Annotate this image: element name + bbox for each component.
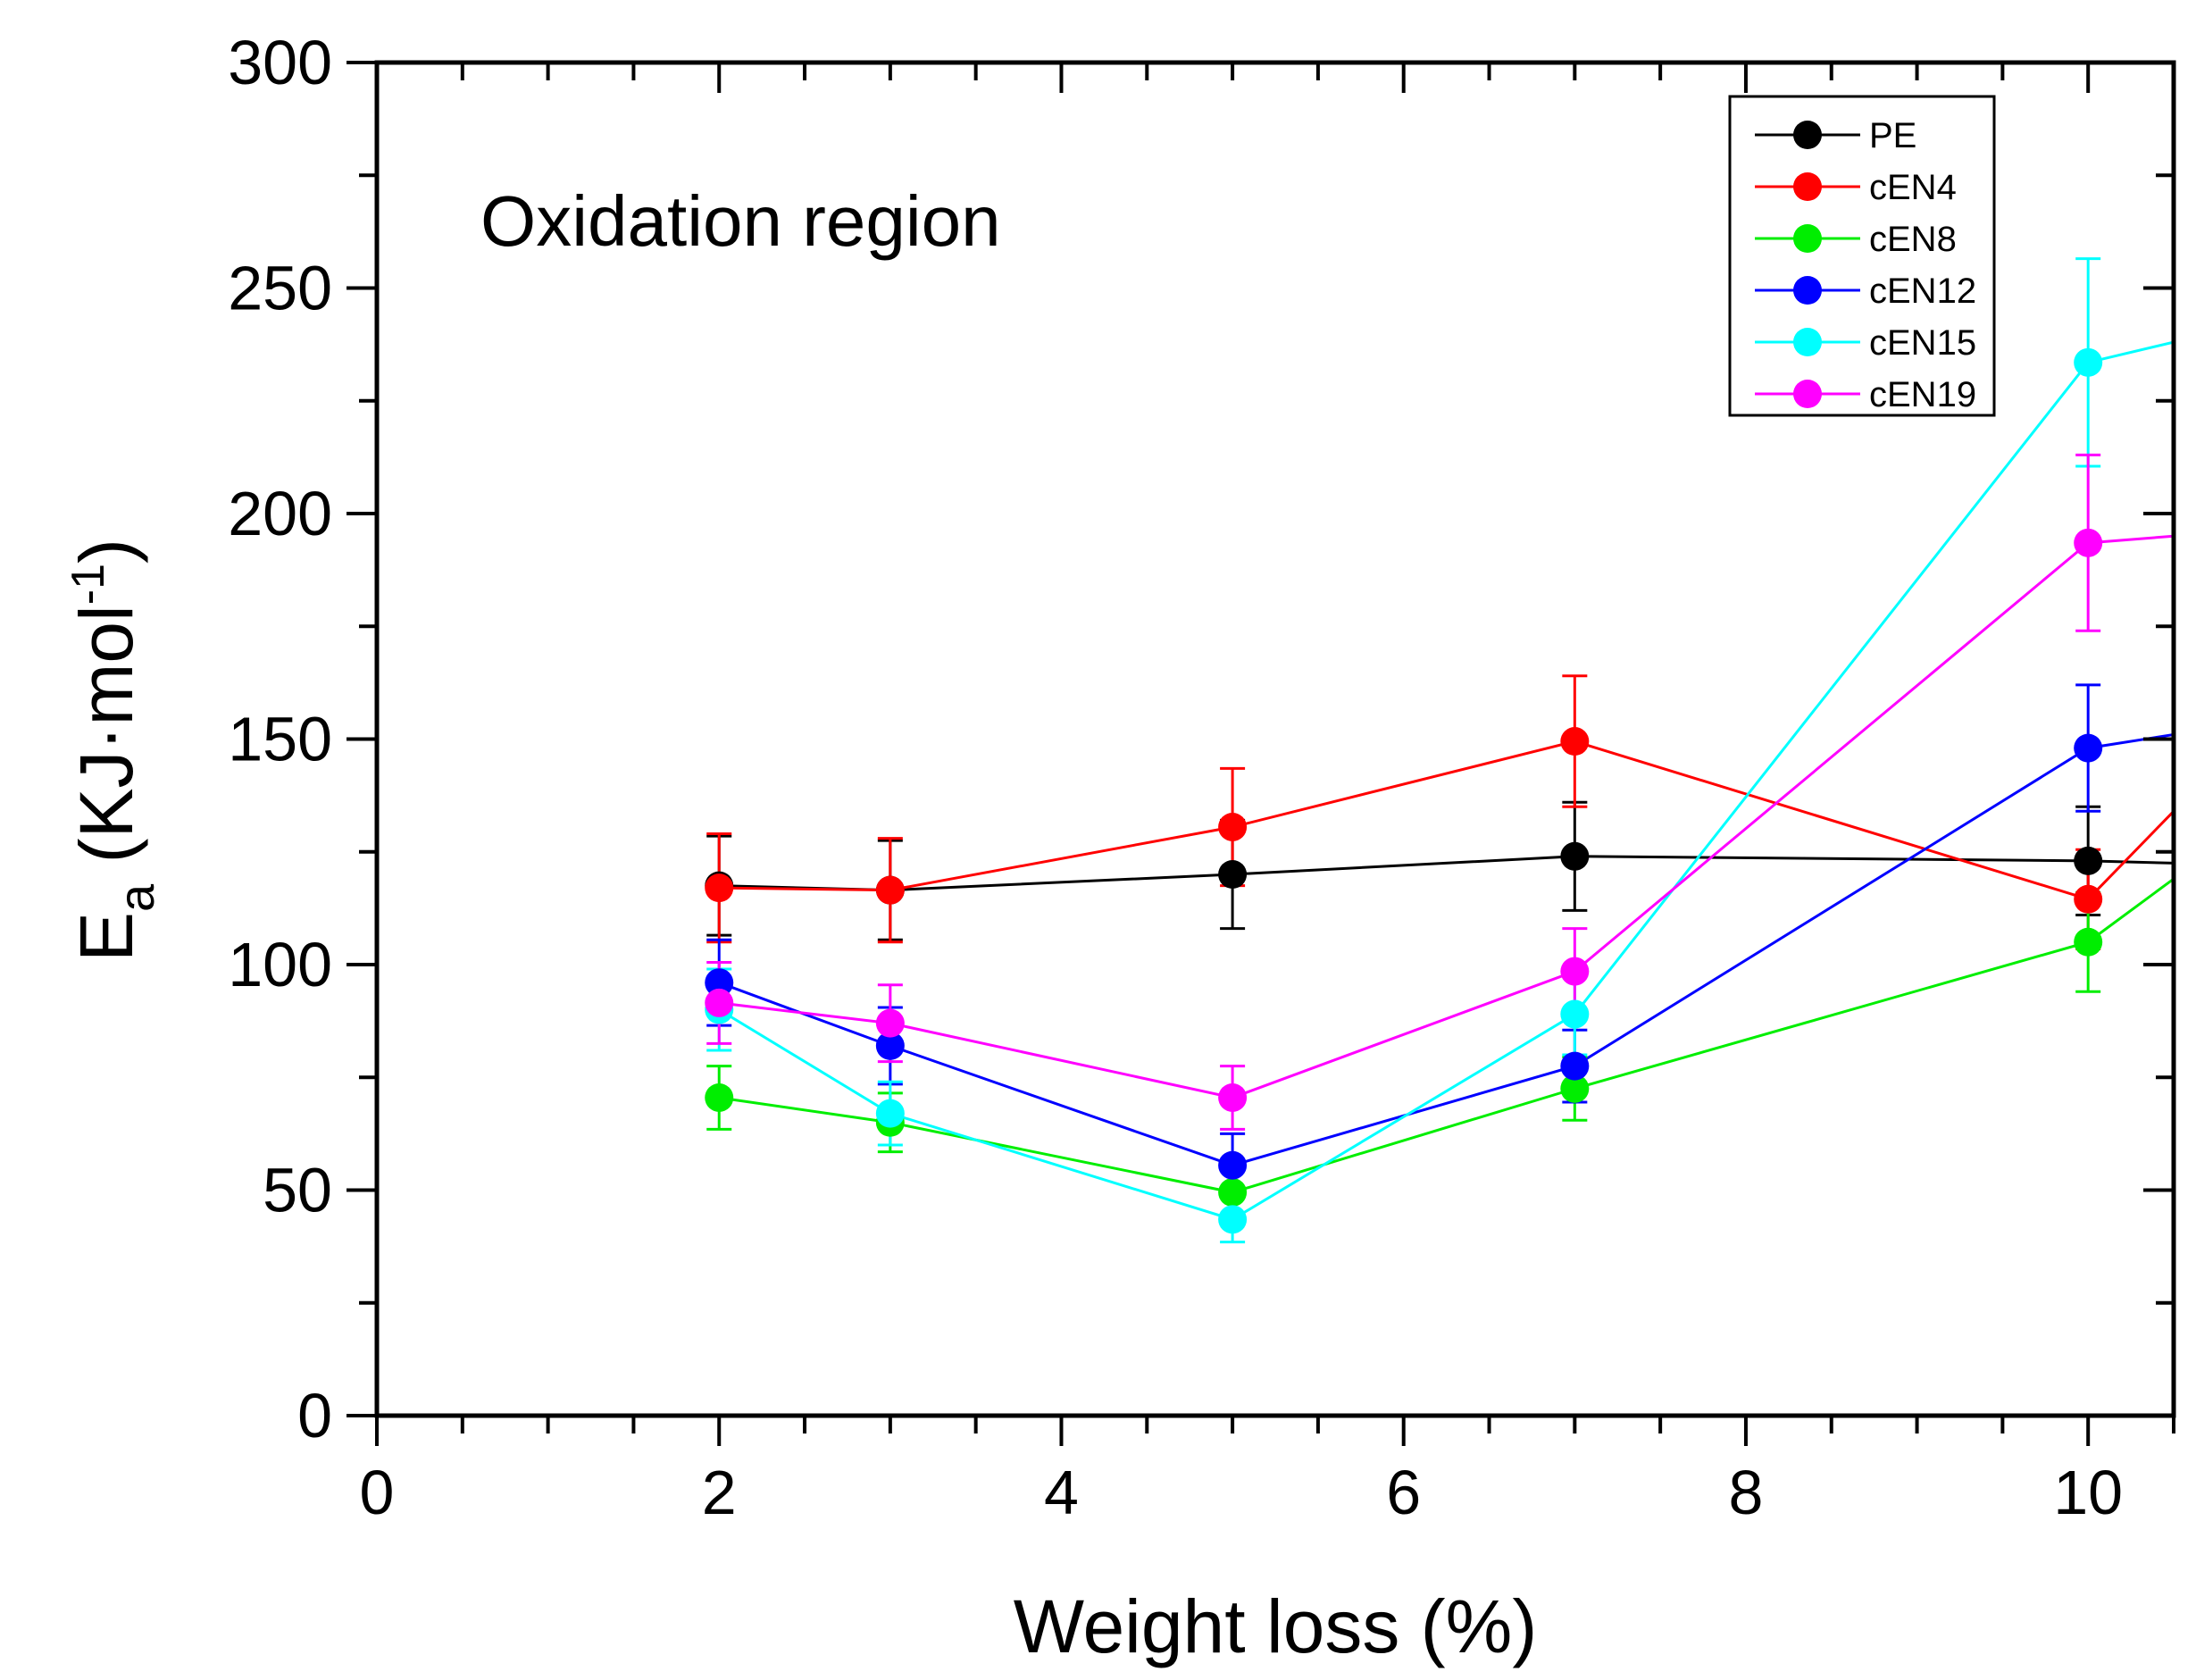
- y-axis-main: E: [64, 912, 148, 962]
- legend-marker-cEN4: [1793, 172, 1822, 201]
- legend-label-cEN19: cEN19: [1869, 375, 1976, 414]
- legend-marker-PE: [1793, 121, 1822, 149]
- data-point-cEN4: [875, 875, 905, 905]
- series-line-cEN15: [718, 340, 2174, 1221]
- y-axis-close: ): [64, 539, 148, 564]
- data-point-cEN4: [1560, 727, 1590, 756]
- legend-marker-cEN19: [1793, 380, 1822, 408]
- series-line-PE: [719, 855, 2174, 892]
- x-tick-label: 6: [1386, 1458, 1421, 1527]
- legend-label-cEN12: cEN12: [1869, 272, 1976, 311]
- data-point-cEN12: [1218, 1150, 1248, 1180]
- data-point-cEN12: [875, 1031, 905, 1060]
- data-point-cEN8: [1560, 1074, 1590, 1103]
- legend-label-PE: PE: [1869, 116, 1916, 155]
- series-line-cEN12: [718, 732, 2174, 1167]
- axis-ticks: [347, 61, 2175, 1446]
- x-tick-label: 10: [2053, 1458, 2123, 1527]
- y-axis-unit: (KJ·mol: [64, 605, 148, 884]
- data-point-cEN19: [875, 1008, 905, 1038]
- data-point-cEN15: [1560, 999, 1590, 1029]
- legend-marker-cEN12: [1793, 276, 1822, 305]
- y-axis-title: Ea (KJ·mol-1): [63, 539, 164, 962]
- plot-markers: [705, 347, 2103, 1234]
- series-line-cEN4: [719, 740, 2174, 901]
- data-point-cEN8: [1218, 1178, 1248, 1208]
- data-point-cEN15: [2074, 347, 2103, 377]
- legend-label-cEN8: cEN8: [1869, 220, 1957, 259]
- y-axis-sub: a: [108, 883, 164, 912]
- x-tick-label: 8: [1728, 1458, 1763, 1527]
- legend: PE cEN4 cEN8 cEN12 cEN15 cEN19: [1728, 95, 1996, 417]
- legend-marker-cEN15: [1793, 328, 1822, 356]
- data-point-cEN12: [705, 968, 734, 998]
- data-point-cEN12: [1560, 1051, 1590, 1081]
- legend-marker-cEN8: [1793, 224, 1822, 253]
- data-point-cEN8: [2074, 927, 2103, 957]
- x-tick-label: 2: [702, 1458, 737, 1527]
- data-point-cEN4: [705, 873, 734, 903]
- data-point-cEN4: [1218, 812, 1248, 841]
- series-line-cEN19: [719, 534, 2174, 1099]
- y-axis-sup: -1: [63, 564, 114, 605]
- data-point-cEN19: [1218, 1082, 1248, 1112]
- legend-label-cEN4: cEN4: [1869, 168, 1957, 207]
- data-point-cEN15: [1218, 1205, 1248, 1234]
- annotation-label: Oxidation region: [480, 181, 1001, 261]
- data-point-cEN15: [875, 1099, 905, 1128]
- y-tick-label: 200: [228, 479, 332, 548]
- plot-lines: [718, 340, 2174, 1221]
- y-tick-label: 150: [228, 705, 332, 774]
- x-tick-label: 0: [360, 1458, 395, 1527]
- legend-box: [1728, 95, 1996, 417]
- data-point-cEN8: [705, 1082, 734, 1112]
- legend-items: PE cEN4 cEN8 cEN12 cEN15 cEN19: [1755, 116, 1976, 414]
- y-tick-label: 250: [228, 254, 332, 323]
- series-line-cEN8: [719, 877, 2174, 1194]
- data-point-cEN19: [705, 988, 734, 1017]
- x-axis-title: Weight loss (%): [1014, 1584, 1538, 1668]
- data-point-cEN19: [1560, 957, 1590, 986]
- legend-label-cEN15: cEN15: [1869, 323, 1976, 363]
- y-tick-label: 300: [228, 28, 332, 97]
- x-tick-label: 4: [1044, 1458, 1079, 1527]
- data-point-PE: [1560, 841, 1590, 871]
- y-tick-label: 0: [297, 1381, 332, 1450]
- data-point-cEN19: [2074, 528, 2103, 557]
- data-point-PE: [2074, 846, 2103, 875]
- data-point-PE: [1218, 860, 1248, 889]
- data-point-cEN4: [2074, 884, 2103, 914]
- y-tick-label: 100: [228, 930, 332, 999]
- data-point-cEN12: [2074, 733, 2103, 763]
- y-tick-label: 50: [263, 1156, 332, 1225]
